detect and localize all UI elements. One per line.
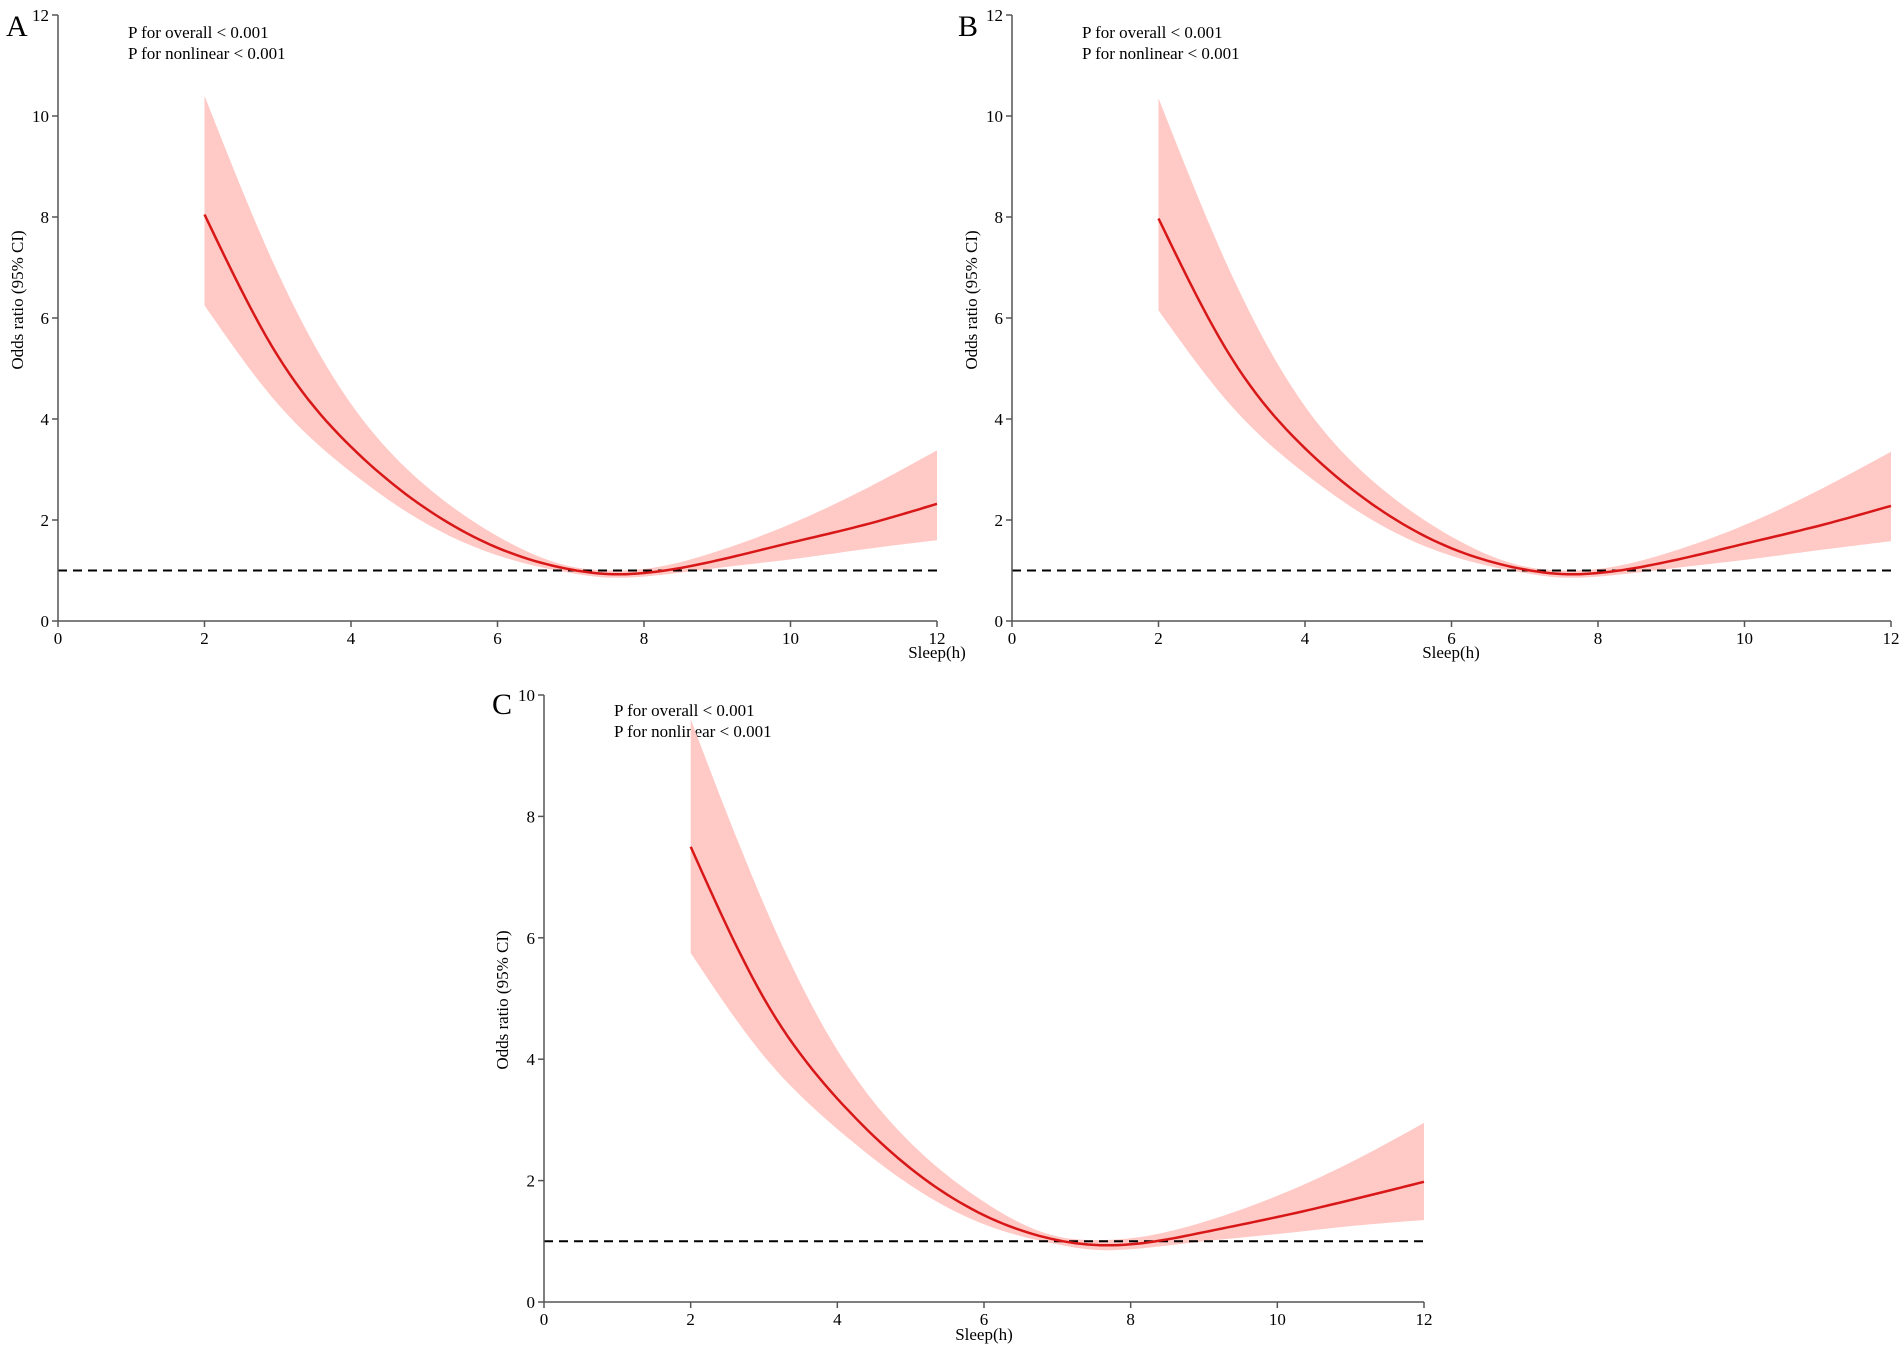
ci-band — [1158, 98, 1891, 578]
plot-area: 0 2 4 6 8 10 12 0 2 4 6 8 10 12 — [32, 6, 946, 648]
x-tick-label: 8 — [1126, 1310, 1135, 1329]
y-tick-label: 8 — [41, 208, 50, 227]
p-nonlinear-annotation: P for nonlinear < 0.001 — [128, 44, 286, 63]
y-tick-label: 8 — [527, 807, 536, 826]
y-tick-label: 8 — [995, 208, 1004, 227]
y-tick-label: 0 — [41, 612, 50, 631]
x-tick-label: 0 — [54, 629, 63, 648]
panel-a: A P for overall < 0.001 P for nonlinear … — [6, 6, 966, 662]
y-axis-title: Odds ratio (95% CI) — [962, 230, 981, 369]
y-tick-label: 4 — [41, 410, 50, 429]
panel-c: C P for overall < 0.001 P for nonlinear … — [492, 686, 1433, 1344]
x-tick-label: 8 — [1594, 629, 1603, 648]
panel-letter: C — [492, 688, 512, 721]
y-axis-title: Odds ratio (95% CI) — [493, 930, 512, 1069]
y-tick-label: 2 — [41, 511, 50, 530]
odds-ratio-line — [1157, 217, 1892, 576]
x-tick-label: 10 — [1269, 1310, 1286, 1329]
odds-ratio-line — [689, 846, 1425, 1247]
y-tick-label: 12 — [32, 6, 49, 25]
x-tick-label: 2 — [1154, 629, 1163, 648]
panel-letter: B — [958, 10, 978, 43]
x-tick-label: 10 — [1736, 629, 1753, 648]
p-overall-annotation: P for overall < 0.001 — [128, 23, 269, 42]
ci-band — [690, 719, 1424, 1251]
y-tick-label: 12 — [986, 6, 1003, 25]
y-tick-label: 0 — [995, 612, 1004, 631]
x-tick-label: 4 — [833, 1310, 842, 1329]
p-nonlinear-annotation: P for nonlinear < 0.001 — [1082, 44, 1240, 63]
ci-band — [204, 95, 937, 578]
plot-area: 0 2 4 6 8 10 12 0 2 4 6 8 10 — [518, 686, 1433, 1329]
odds-ratio-line — [203, 213, 938, 576]
x-tick-label: 0 — [1008, 629, 1017, 648]
x-tick-label: 6 — [980, 1310, 989, 1329]
x-axis-title: Sleep(h) — [1422, 643, 1480, 662]
y-tick-label: 0 — [527, 1293, 536, 1312]
x-axis-title: Sleep(h) — [908, 643, 966, 662]
y-tick-label: 10 — [986, 107, 1003, 126]
x-tick-label: 4 — [347, 629, 356, 648]
y-tick-label: 2 — [527, 1172, 536, 1191]
y-tick-label: 6 — [527, 929, 536, 948]
y-axis-title: Odds ratio (95% CI) — [8, 230, 27, 369]
x-tick-label: 2 — [686, 1310, 695, 1329]
x-tick-label: 0 — [540, 1310, 549, 1329]
x-tick-label: 8 — [640, 629, 649, 648]
x-tick-label: 10 — [782, 629, 799, 648]
y-tick-label: 10 — [518, 686, 535, 705]
y-tick-label: 10 — [32, 107, 49, 126]
p-overall-annotation: P for overall < 0.001 — [614, 701, 755, 720]
y-tick-label: 2 — [995, 511, 1004, 530]
y-tick-label: 4 — [995, 410, 1004, 429]
panel-b: B P for overall < 0.001 P for nonlinear … — [958, 6, 1900, 662]
y-tick-label: 4 — [527, 1050, 536, 1069]
x-axis-title: Sleep(h) — [955, 1325, 1013, 1344]
y-tick-label: 6 — [41, 309, 50, 328]
panel-letter: A — [6, 10, 28, 43]
x-tick-label: 6 — [1447, 629, 1456, 648]
p-overall-annotation: P for overall < 0.001 — [1082, 23, 1223, 42]
x-tick-label: 12 — [1416, 1310, 1433, 1329]
x-tick-label: 2 — [200, 629, 209, 648]
y-tick-label: 6 — [995, 309, 1004, 328]
x-tick-label: 12 — [929, 629, 946, 648]
x-tick-label: 12 — [1883, 629, 1900, 648]
plot-area: 0 2 4 6 8 10 12 0 2 4 6 8 10 12 — [986, 6, 1900, 648]
x-tick-label: 6 — [493, 629, 502, 648]
x-tick-label: 4 — [1301, 629, 1310, 648]
